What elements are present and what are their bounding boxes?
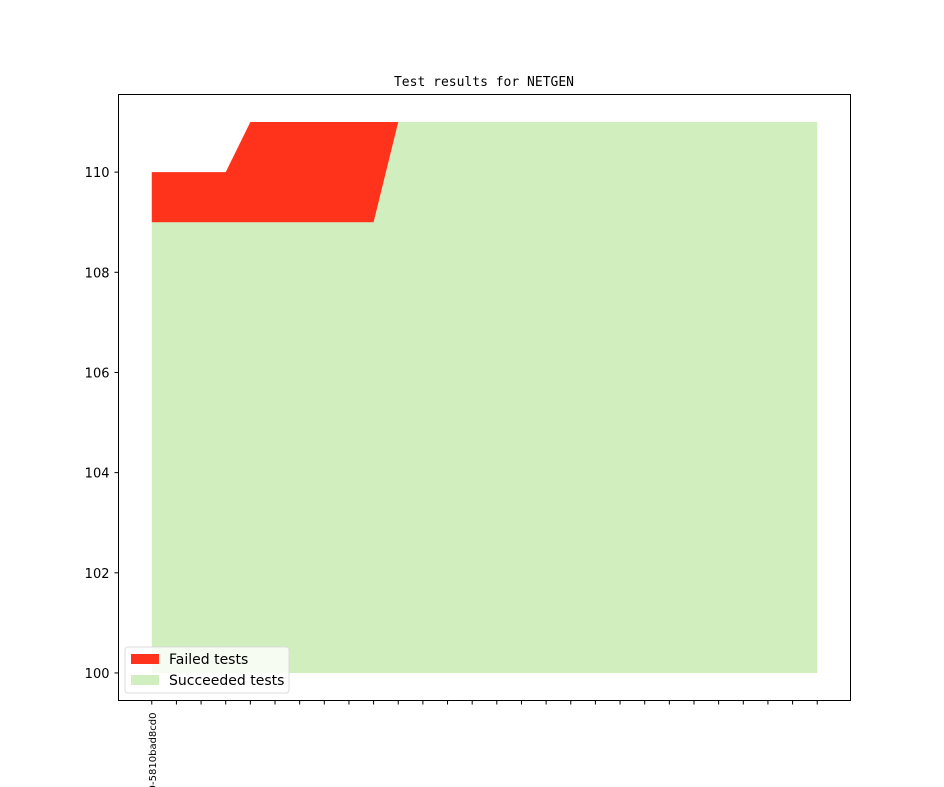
y-tick-label: 108	[85, 266, 110, 281]
legend-label-failed: Failed tests	[169, 652, 248, 668]
y-tick-label: 106	[85, 366, 110, 381]
area-failed-tests	[151, 122, 818, 223]
legend-swatch-succeeded	[131, 675, 159, 685]
y-tick-label: 102	[85, 567, 110, 582]
plot-frame	[118, 94, 851, 701]
x-tick-label: 9-5810bad8cd0	[148, 713, 159, 787]
y-tick-label: 100	[85, 667, 110, 682]
chart-title: Test results for NETGEN	[394, 75, 574, 90]
area-succeeded-tests	[151, 122, 818, 673]
y-tick-label: 104	[85, 467, 110, 482]
legend: Failed tests Succeeded tests	[124, 646, 290, 694]
y-tick-label: 110	[85, 166, 110, 181]
legend-swatch-failed	[131, 654, 159, 664]
legend-label-succeeded: Succeeded tests	[169, 673, 284, 689]
